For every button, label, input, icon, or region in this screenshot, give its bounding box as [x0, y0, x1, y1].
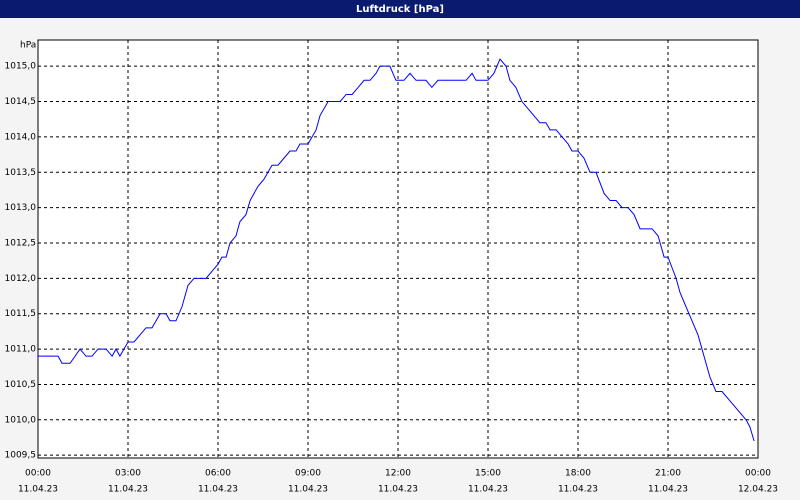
x-tick-date: 11.04.23 [288, 485, 328, 495]
x-tick-date: 11.04.23 [468, 485, 508, 495]
x-tick-label: 06:00 [205, 469, 231, 479]
x-tick-date: 11.04.23 [378, 485, 418, 495]
x-tick-date: 12.04.23 [738, 485, 778, 495]
x-tick-label: 00:00 [25, 469, 51, 479]
x-tick-date: 11.04.23 [558, 485, 598, 495]
x-tick-date: 11.04.23 [198, 485, 238, 495]
x-tick-label: 09:00 [295, 469, 321, 479]
y-tick-label: 1012,5 [5, 238, 37, 248]
y-unit: hPa [20, 41, 36, 51]
x-tick-label: 21:00 [655, 469, 681, 479]
x-tick-date: 11.04.23 [648, 485, 688, 495]
y-tick-label: 1013,5 [5, 168, 37, 178]
y-tick-label: 1013,0 [5, 203, 37, 213]
chart-title: Luftdruck [hPa] [356, 4, 444, 15]
y-tick-label: 1010,0 [5, 415, 37, 425]
x-tick-label: 12:00 [385, 469, 411, 479]
y-tick-label: 1010,5 [5, 380, 37, 390]
y-tick-label: 1014,0 [5, 132, 37, 142]
y-tick-label: 1015,0 [5, 62, 37, 72]
x-tick-label: 15:00 [475, 469, 501, 479]
data-line [38, 58, 755, 442]
y-tick-label: 1014,5 [5, 97, 37, 107]
x-tick-date: 11.04.23 [18, 485, 58, 495]
x-tick-label: 03:00 [115, 469, 141, 479]
y-tick-label: 1012,0 [5, 274, 37, 284]
x-tick-label: 18:00 [565, 469, 591, 479]
y-tick-label: 1009,5 [5, 451, 37, 461]
x-tick-date: 11.04.23 [108, 485, 148, 495]
x-tick-label: 00:00 [745, 469, 771, 479]
y-tick-label: 1011,0 [5, 345, 37, 355]
y-tick-label: 1011,5 [5, 309, 37, 319]
title-bar [0, 0, 800, 18]
